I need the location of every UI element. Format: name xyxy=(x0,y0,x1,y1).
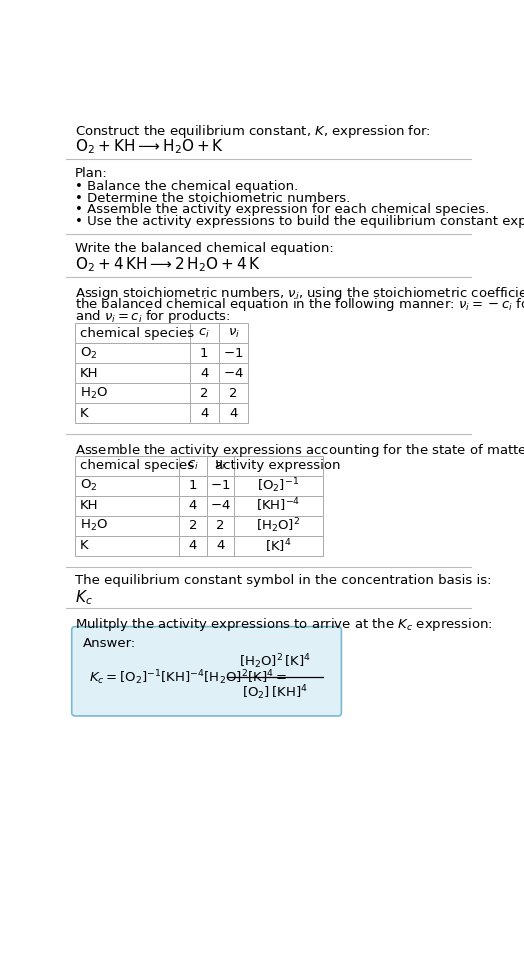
Bar xyxy=(75,516,179,535)
Text: 4: 4 xyxy=(200,407,209,420)
Text: Mulitply the activity expressions to arrive at the $K_c$ expression:: Mulitply the activity expressions to arr… xyxy=(75,616,493,633)
Text: 2: 2 xyxy=(216,519,224,532)
Text: $[\mathrm{K}]^{4}$: $[\mathrm{K}]^{4}$ xyxy=(265,537,291,554)
Bar xyxy=(179,535,206,555)
Bar xyxy=(190,404,219,423)
Bar xyxy=(206,456,234,476)
Bar xyxy=(219,363,248,383)
Text: $-1$: $-1$ xyxy=(224,347,244,359)
Text: 4: 4 xyxy=(189,499,197,512)
Text: $\nu_i$: $\nu_i$ xyxy=(214,459,226,472)
Text: Assemble the activity expressions accounting for the state of matter and $\nu_i$: Assemble the activity expressions accoun… xyxy=(75,442,524,458)
Bar xyxy=(206,496,234,516)
Bar xyxy=(234,456,323,476)
Bar xyxy=(190,383,219,404)
Text: • Determine the stoichiometric numbers.: • Determine the stoichiometric numbers. xyxy=(75,191,350,205)
Text: $-4$: $-4$ xyxy=(210,499,231,512)
Bar xyxy=(75,383,190,404)
Text: 4: 4 xyxy=(189,539,197,553)
Text: 1: 1 xyxy=(200,347,209,359)
Text: Write the balanced chemical equation:: Write the balanced chemical equation: xyxy=(75,241,334,255)
Bar xyxy=(206,476,234,496)
Text: K: K xyxy=(80,407,89,420)
Text: $c_i$: $c_i$ xyxy=(198,327,210,340)
Bar xyxy=(190,363,219,383)
Text: Assign stoichiometric numbers, $\nu_i$, using the stoichiometric coefficients, $: Assign stoichiometric numbers, $\nu_i$, … xyxy=(75,284,524,302)
Text: Answer:: Answer: xyxy=(83,637,136,651)
Text: $c_i$: $c_i$ xyxy=(187,459,199,472)
FancyBboxPatch shape xyxy=(72,627,342,716)
Bar xyxy=(219,404,248,423)
Text: chemical species: chemical species xyxy=(80,459,194,472)
Text: 4: 4 xyxy=(200,367,209,380)
Bar xyxy=(75,535,179,555)
Text: Plan:: Plan: xyxy=(75,167,107,180)
Bar xyxy=(179,516,206,535)
Bar xyxy=(206,516,234,535)
Text: $\nu_i$: $\nu_i$ xyxy=(228,327,239,340)
Text: 2: 2 xyxy=(189,519,197,532)
Text: $\mathrm{O_2}$: $\mathrm{O_2}$ xyxy=(80,346,97,360)
Text: $[\mathrm{O_2}]\,[\mathrm{KH}]^4$: $[\mathrm{O_2}]\,[\mathrm{KH}]^4$ xyxy=(242,683,308,702)
Text: KH: KH xyxy=(80,367,99,380)
Bar xyxy=(179,476,206,496)
Text: activity expression: activity expression xyxy=(215,459,341,472)
Bar xyxy=(219,383,248,404)
Bar xyxy=(219,323,248,343)
Text: • Assemble the activity expression for each chemical species.: • Assemble the activity expression for e… xyxy=(75,203,489,216)
Bar xyxy=(179,496,206,516)
Bar xyxy=(234,476,323,496)
Text: $-4$: $-4$ xyxy=(223,367,244,380)
Text: $K_c$: $K_c$ xyxy=(75,588,93,606)
Bar xyxy=(234,516,323,535)
Text: $[\mathrm{O_2}]^{-1}$: $[\mathrm{O_2}]^{-1}$ xyxy=(257,477,299,495)
Bar xyxy=(75,343,190,363)
Text: $\mathrm{H_2O}$: $\mathrm{H_2O}$ xyxy=(80,385,108,401)
Bar xyxy=(75,456,179,476)
Text: 2: 2 xyxy=(230,386,238,400)
Text: 1: 1 xyxy=(189,480,197,492)
Bar xyxy=(219,343,248,363)
Text: chemical species: chemical species xyxy=(80,327,194,340)
Bar xyxy=(234,496,323,516)
Text: $[\mathrm{KH}]^{-4}$: $[\mathrm{KH}]^{-4}$ xyxy=(256,497,300,514)
Bar xyxy=(206,535,234,555)
Bar xyxy=(75,323,190,343)
Text: $K_c = [\mathrm{O_2}]^{-1}[\mathrm{KH}]^{-4}[\mathrm{H_2O}]^{2}[\mathrm{K}]^{4} : $K_c = [\mathrm{O_2}]^{-1}[\mathrm{KH}]^… xyxy=(89,668,287,687)
Bar xyxy=(75,404,190,423)
Text: $\mathrm{O_2 + KH \longrightarrow H_2O + K}$: $\mathrm{O_2 + KH \longrightarrow H_2O +… xyxy=(75,137,224,157)
Text: $[\mathrm{H_2O}]^2\,[\mathrm{K}]^4$: $[\mathrm{H_2O}]^2\,[\mathrm{K}]^4$ xyxy=(239,653,311,672)
Text: $\mathrm{O_2}$: $\mathrm{O_2}$ xyxy=(80,479,97,493)
Text: Construct the equilibrium constant, $K$, expression for:: Construct the equilibrium constant, $K$,… xyxy=(75,123,431,140)
Text: 4: 4 xyxy=(216,539,224,553)
Text: K: K xyxy=(80,539,89,553)
Text: • Use the activity expressions to build the equilibrium constant expression.: • Use the activity expressions to build … xyxy=(75,214,524,228)
Bar xyxy=(190,323,219,343)
Text: $-1$: $-1$ xyxy=(210,480,230,492)
Text: $\mathrm{O_2 + 4\,KH \longrightarrow 2\,H_2O + 4\,K}$: $\mathrm{O_2 + 4\,KH \longrightarrow 2\,… xyxy=(75,256,260,274)
Text: The equilibrium constant symbol in the concentration basis is:: The equilibrium constant symbol in the c… xyxy=(75,575,492,587)
Text: KH: KH xyxy=(80,499,99,512)
Bar xyxy=(190,343,219,363)
Text: • Balance the chemical equation.: • Balance the chemical equation. xyxy=(75,180,298,193)
Bar xyxy=(75,476,179,496)
Text: and $\nu_i = c_i$ for products:: and $\nu_i = c_i$ for products: xyxy=(75,308,231,325)
Bar xyxy=(179,456,206,476)
Bar xyxy=(75,496,179,516)
Text: 2: 2 xyxy=(200,386,209,400)
Text: $\mathrm{H_2O}$: $\mathrm{H_2O}$ xyxy=(80,518,108,533)
Bar xyxy=(75,363,190,383)
Bar xyxy=(234,535,323,555)
Text: $[\mathrm{H_2O}]^{2}$: $[\mathrm{H_2O}]^{2}$ xyxy=(256,516,300,535)
Text: the balanced chemical equation in the following manner: $\nu_i = -c_i$ for react: the balanced chemical equation in the fo… xyxy=(75,296,524,313)
Text: 4: 4 xyxy=(230,407,238,420)
